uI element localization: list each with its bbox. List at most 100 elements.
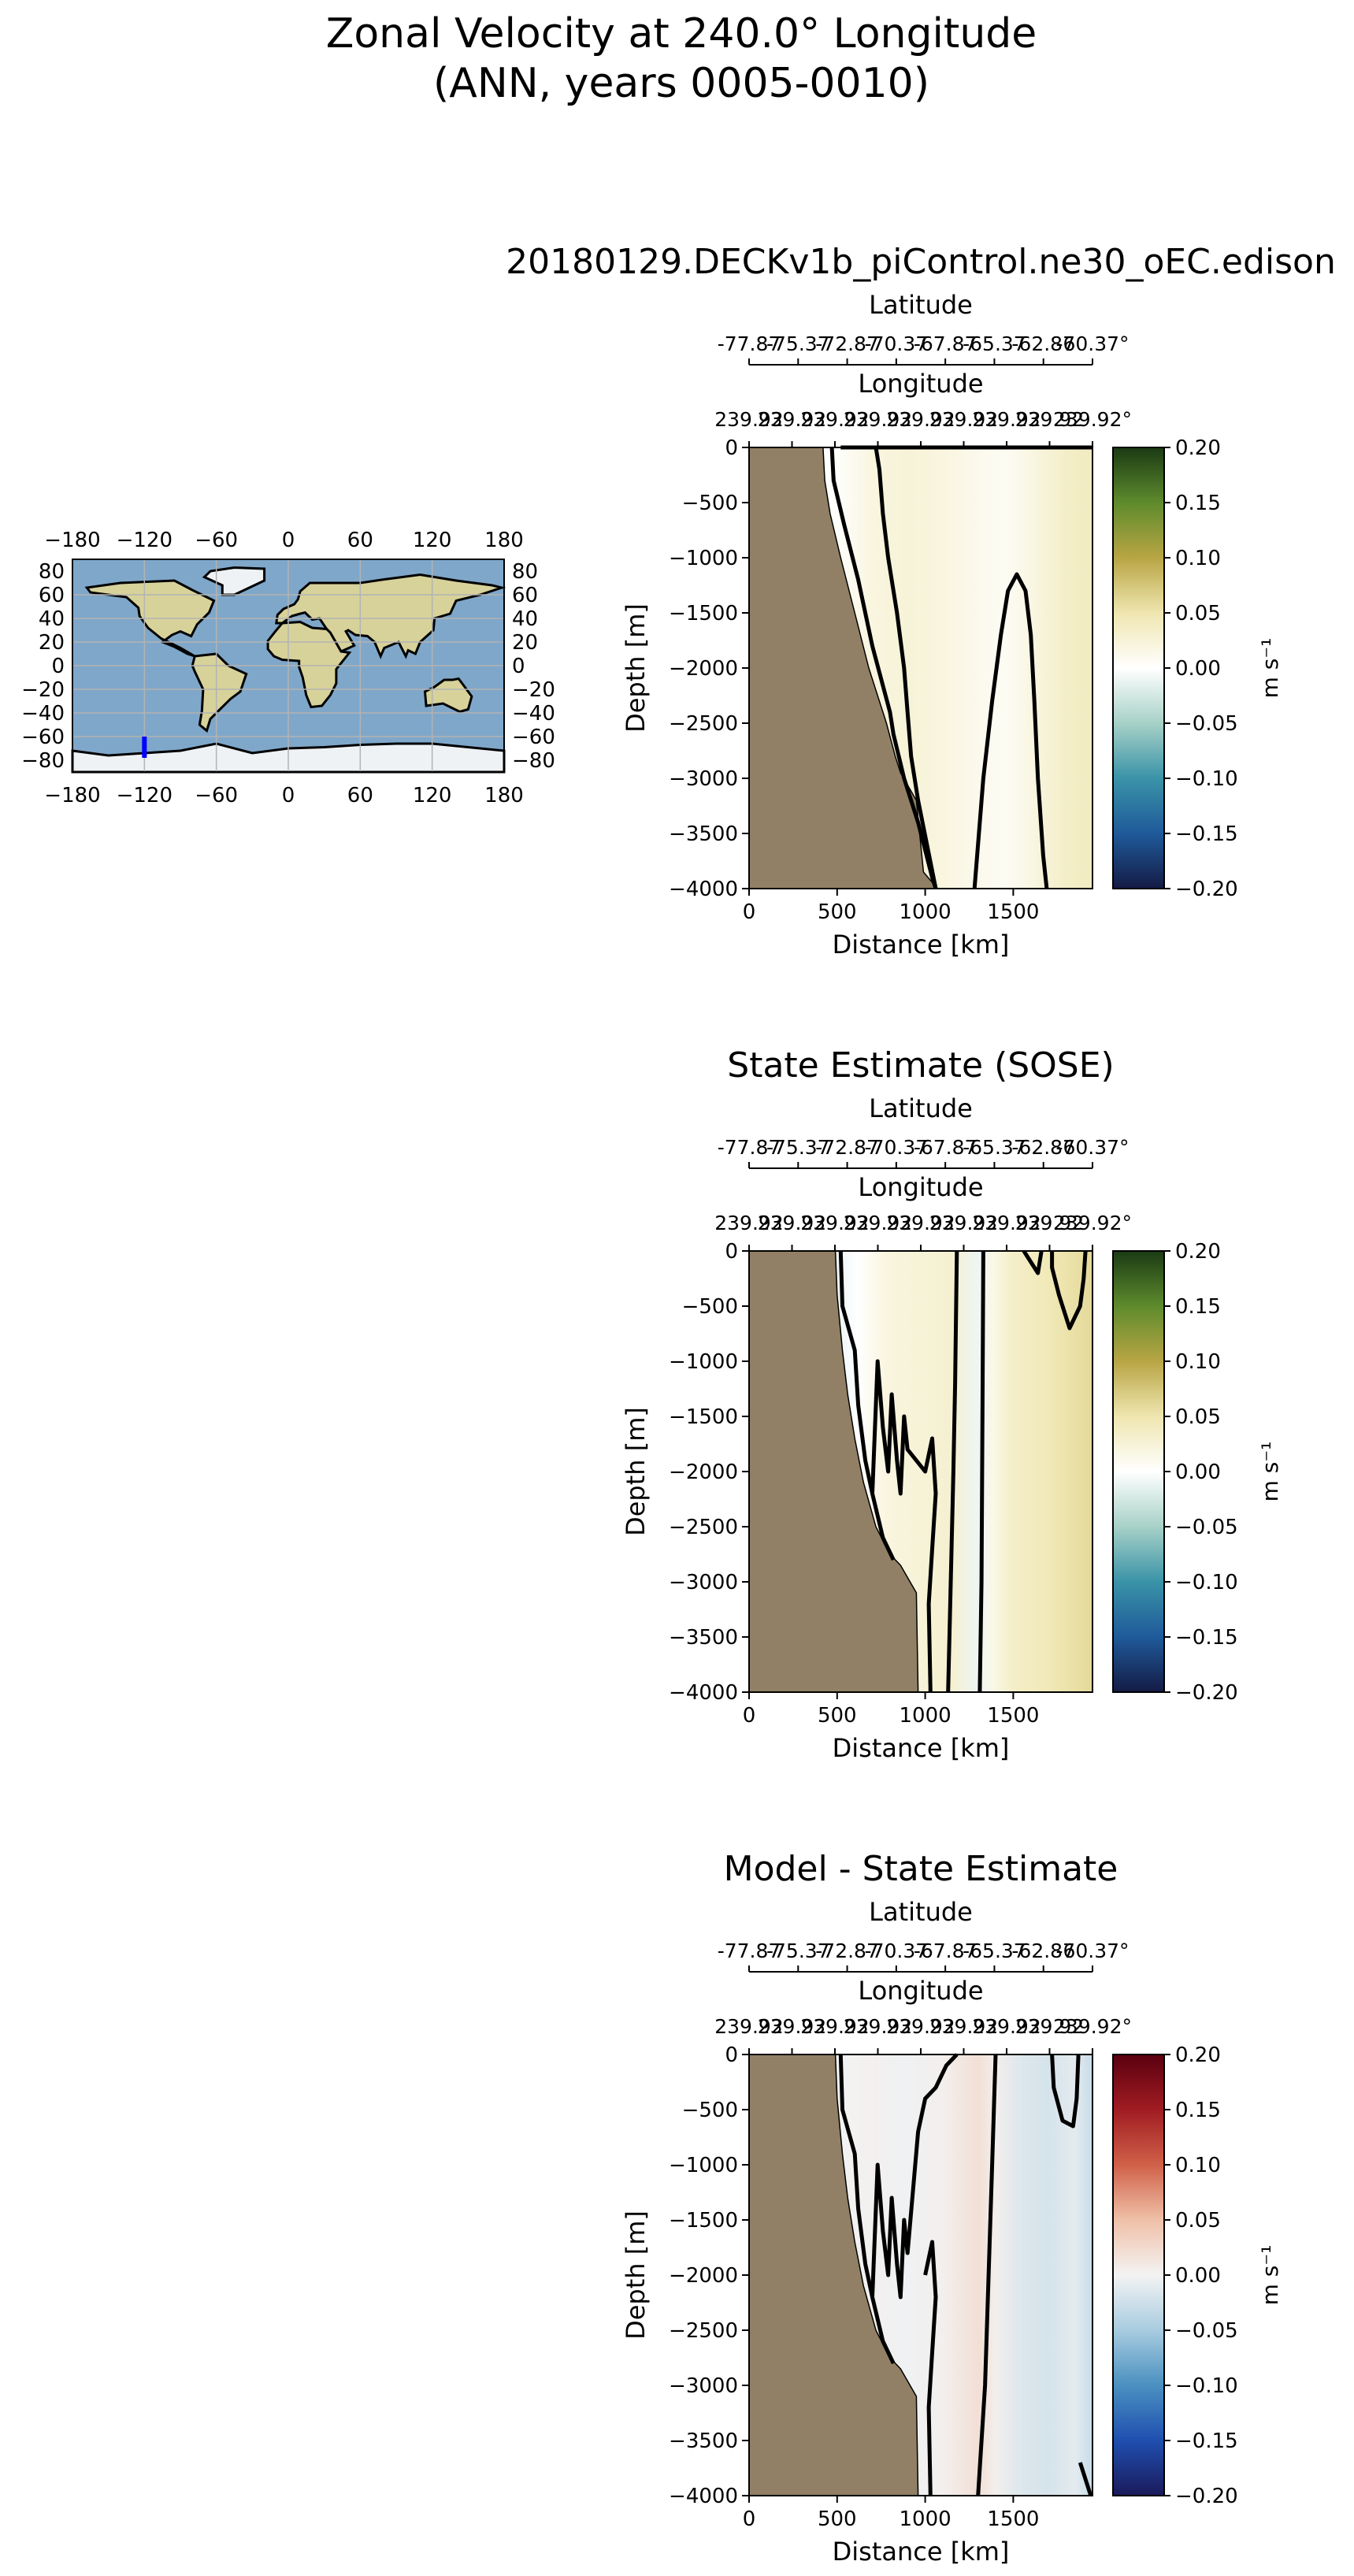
longitude-tick-label: 239.92	[972, 1212, 1041, 1234]
contour-line	[977, 1250, 985, 1693]
longitude-tick-label: 239.92	[844, 408, 912, 431]
map-lon-tick-bottom: 120	[413, 784, 452, 807]
y-tick-label: −1500	[669, 602, 738, 625]
y-tick-label: −1000	[669, 547, 738, 570]
y-tick-label: −3000	[669, 2374, 738, 2398]
colorbar-label: m s⁻¹	[1257, 1442, 1283, 1502]
latitude-tick-label: -62.87	[1011, 1136, 1075, 1159]
map-lon-tick-top: −60	[195, 529, 238, 552]
x-axis-label: Distance [km]	[833, 1733, 1010, 1763]
map-lon-tick-top: −120	[117, 529, 172, 552]
x-tick-label: 0	[743, 900, 756, 924]
colorbar-tick-label: 0.05	[1175, 2209, 1221, 2233]
x-tick-label: 0	[743, 2507, 756, 2531]
y-tick-label: −2000	[669, 657, 738, 681]
continent-australia	[423, 677, 473, 714]
map-lat-tick-right: 0	[512, 655, 525, 678]
map-lon-tick-top: 60	[347, 529, 373, 552]
colorbar-label: m s⁻¹	[1257, 638, 1283, 699]
colorbar-tick-label: 0.20	[1175, 2043, 1221, 2067]
longitude-tick-label: 239.92	[714, 408, 783, 431]
contour-line	[946, 1250, 959, 1693]
panel-difference: Model - State Estimate Latitude -77.87-75.…	[621, 1849, 1283, 2567]
longitude-axis-label: Longitude	[858, 1976, 983, 2006]
x-tick-label: 0	[743, 1704, 756, 1728]
x-tick-label: 1500	[987, 1704, 1039, 1728]
x-tick-label: 500	[818, 1704, 857, 1728]
colorbar-tick-label: −0.15	[1175, 1626, 1238, 1650]
latitude-tick-label: -77.87	[718, 1136, 781, 1159]
longitude-tick-label: 239.92	[972, 408, 1041, 431]
colorbar-tick-label: −0.10	[1175, 2374, 1238, 2398]
map-lat-tick-left: 60	[39, 584, 65, 607]
longitude-tick-label: 239.92	[800, 408, 869, 431]
colorbar	[1112, 2054, 1165, 2496]
map-lon-tick-top: 0	[282, 529, 295, 552]
map-lon-tick-bottom: −60	[195, 784, 238, 807]
x-axis-label: Distance [km]	[833, 930, 1010, 960]
longitude-tick-label: 239.92	[1015, 1212, 1084, 1234]
panel-title: State Estimate (SOSE)	[727, 1045, 1114, 1086]
colorbar-tick-label: 0.10	[1175, 547, 1221, 570]
map-lat-tick-left: 0	[51, 655, 65, 678]
map-lat-tick-left: −80	[21, 749, 65, 773]
seafloor-land-mask	[748, 2054, 919, 2496]
longitude-tick-label: 239.92	[886, 408, 955, 431]
panel-state-estimate: State Estimate (SOSE) Latitude -77.87-75.3…	[621, 1045, 1283, 1763]
y-tick-label: −3500	[669, 1626, 738, 1650]
latitude-tick-label: -75.37	[766, 1939, 830, 1962]
latitude-tick-label: -67.87	[914, 1136, 977, 1159]
map-lat-tick-left: −60	[21, 726, 65, 749]
seafloor-land-mask	[748, 1250, 919, 1693]
latitude-tick-label: -67.87	[914, 332, 977, 355]
longitude-tick-label: 239.92	[929, 1212, 998, 1234]
x-tick-label: 500	[818, 900, 857, 924]
longitude-tick-label: 239.92	[929, 408, 998, 431]
contour-line	[838, 1250, 896, 1561]
contour-line	[870, 2053, 959, 2299]
y-tick-label: −1500	[669, 2209, 738, 2233]
map-lat-tick-right: 80	[512, 560, 538, 584]
longitude-tick-label: 239.92	[758, 1212, 826, 1234]
map-lat-tick-right: 40	[512, 607, 538, 631]
latitude-tick-label: -62.87	[1011, 332, 1075, 355]
contour-line	[972, 572, 1049, 889]
colorbar-tick-label: 0.15	[1175, 492, 1221, 515]
colorbar-tick-label: 0.20	[1175, 1240, 1221, 1264]
longitude-tick-label: 239.92	[1015, 2015, 1084, 2038]
y-tick-label: −2500	[669, 712, 738, 736]
panel-title: 20180129.DECKv1b_piControl.ne30_oEC.edis…	[506, 242, 1336, 282]
colorbar-tick-label: −0.10	[1175, 767, 1238, 791]
map-lon-tick-bottom: −180	[44, 784, 100, 807]
latitude-tick-label: -75.37	[766, 332, 830, 355]
colorbar	[1112, 1250, 1165, 1693]
contour-line	[976, 2054, 998, 2496]
longitude-tick-label: 239.92°	[1053, 1212, 1132, 1234]
latitude-axis-label: Latitude	[869, 1897, 973, 1927]
longitude-tick-label: 239.92	[714, 2015, 783, 2038]
map-lon-tick-bottom: −120	[117, 784, 172, 807]
y-tick-label: −3000	[669, 1571, 738, 1594]
latitude-tick-label: -60.37°	[1055, 1939, 1129, 1962]
y-tick-label: −2000	[669, 1461, 738, 1484]
y-tick-label: −4000	[669, 878, 738, 901]
contour-line	[923, 2240, 938, 2496]
longitude-axis-label: Longitude	[858, 1172, 983, 1202]
x-tick-label: 500	[818, 2507, 857, 2531]
map-lon-tick-bottom: 180	[484, 784, 524, 807]
y-tick-label: −1000	[669, 1350, 738, 1374]
longitude-tick-label: 239.92	[929, 2015, 998, 2038]
x-tick-label: 1000	[900, 900, 952, 924]
map-lat-tick-right: −20	[512, 678, 555, 702]
latitude-tick-label: -60.37°	[1055, 332, 1129, 355]
x-axis-label: Distance [km]	[833, 2537, 1010, 2567]
y-tick-label: −3000	[669, 767, 738, 791]
latitude-tick-label: -70.37	[865, 1136, 929, 1159]
latitude-tick-label: -72.87	[815, 1939, 879, 1962]
x-tick-label: 1000	[900, 2507, 952, 2531]
contour-line	[1050, 2054, 1081, 2129]
y-tick-label: −1000	[669, 2154, 738, 2177]
y-axis-label: Depth [m]	[621, 603, 651, 733]
colorbar-tick-label: −0.05	[1175, 712, 1238, 736]
